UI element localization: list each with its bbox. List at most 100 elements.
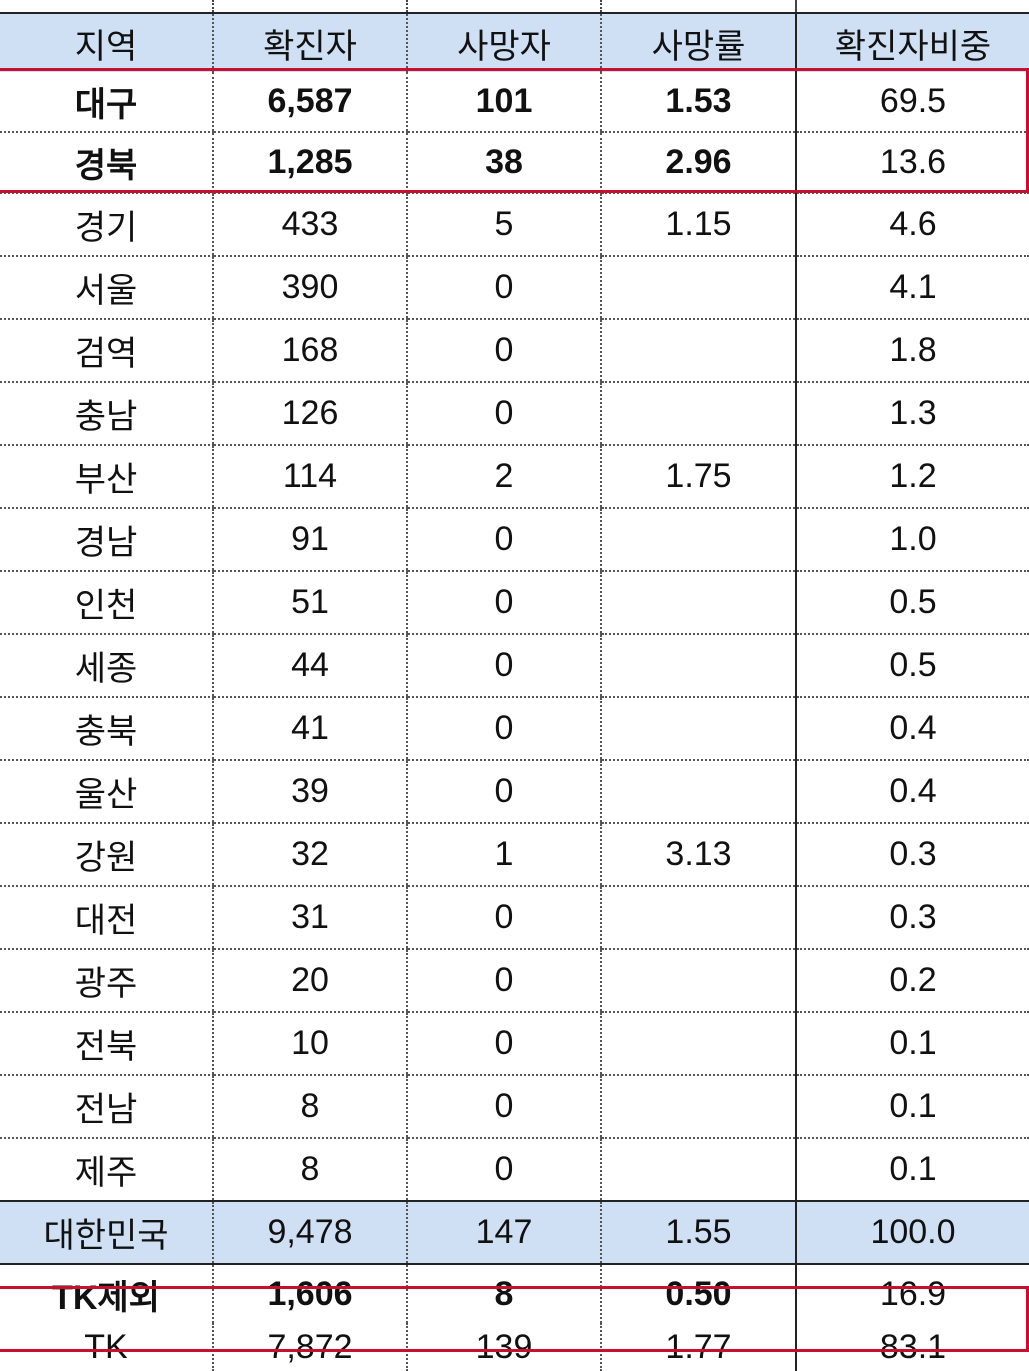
- table-cell: 1.53: [600, 72, 796, 133]
- top-gridline-stubs: [0, 0, 1029, 12]
- table-row: 경기 433 5 1.15 4.6: [0, 193, 1029, 257]
- table-cell: 114: [212, 445, 407, 509]
- table-cell: [600, 256, 796, 320]
- table-cell: 147: [406, 1200, 601, 1265]
- table-cell: 1.0: [795, 508, 1029, 572]
- table-row: 세종 44 0 0.5: [0, 634, 1029, 698]
- table-cell: 대구: [0, 72, 213, 133]
- table-cell: 검역: [0, 319, 213, 383]
- table-cell: 101: [406, 72, 601, 133]
- table-cell: 0.50: [600, 1264, 796, 1323]
- covid-region-table: 지역 확진자 사망자 사망률 확진자비중 대구 6,587 101 1.53 69.5 경북 1,28…: [0, 12, 1029, 1371]
- table-cell: 0: [406, 634, 601, 698]
- table-cell: 경남: [0, 508, 213, 572]
- table-cell: 32: [212, 823, 407, 887]
- table-cell: 83.1: [795, 1323, 1029, 1371]
- table-cell: 20: [212, 949, 407, 1013]
- table-cell: 8: [406, 1264, 601, 1323]
- table-cell: 제주: [0, 1138, 213, 1202]
- table-cell: 44: [212, 634, 407, 698]
- table-cell: 8: [212, 1138, 407, 1202]
- table-cell: 1: [406, 823, 601, 887]
- table-cell: 부산: [0, 445, 213, 509]
- tk-row: TK 7,872 139 1.77 83.1: [0, 1323, 1029, 1371]
- table-row: 충북 41 0 0.4: [0, 697, 1029, 761]
- table-row: 경남 91 0 1.0: [0, 508, 1029, 572]
- table-row: 서울 390 0 4.1: [0, 256, 1029, 320]
- table-cell: 13.6: [795, 132, 1029, 194]
- table-cell: 100.0: [795, 1200, 1029, 1265]
- table-cell: 41: [212, 697, 407, 761]
- table-cell: 1,606: [212, 1264, 407, 1323]
- table-cell: [600, 1012, 796, 1076]
- table-cell: 1.77: [600, 1323, 796, 1371]
- table-cell: 전북: [0, 1012, 213, 1076]
- table-cell: [600, 1075, 796, 1139]
- table-cell: 전남: [0, 1075, 213, 1139]
- table-cell: 69.5: [795, 72, 1029, 133]
- table-cell: 39: [212, 760, 407, 824]
- highlighted-row: 경북 1,285 38 2.96 13.6: [0, 132, 1029, 194]
- table-cell: 433: [212, 193, 407, 257]
- column-header: 확진자: [212, 12, 407, 72]
- table-cell: 7,872: [212, 1323, 407, 1371]
- table-row: 대전 31 0 0.3: [0, 886, 1029, 950]
- table-cell: 0: [406, 949, 601, 1013]
- table-cell: 0.3: [795, 886, 1029, 950]
- table-cell: 16.9: [795, 1264, 1029, 1323]
- table-cell: 0.4: [795, 760, 1029, 824]
- table-cell: 충북: [0, 697, 213, 761]
- table-cell: 2.96: [600, 132, 796, 194]
- table-cell: 0.5: [795, 634, 1029, 698]
- table-cell: 0: [406, 508, 601, 572]
- table-cell: [600, 1138, 796, 1202]
- table-cell: 8: [212, 1075, 407, 1139]
- table-cell: 126: [212, 382, 407, 446]
- table-cell: 31: [212, 886, 407, 950]
- table-cell: 경북: [0, 132, 213, 194]
- table-cell: 0: [406, 382, 601, 446]
- table-cell: [600, 697, 796, 761]
- table-cell: 91: [212, 508, 407, 572]
- table-cell: 충남: [0, 382, 213, 446]
- header-row: 지역 확진자 사망자 사망률 확진자비중: [0, 12, 1029, 72]
- table-cell: 인천: [0, 571, 213, 635]
- table-cell: 1.2: [795, 445, 1029, 509]
- highlighted-row: 대구 6,587 101 1.53 69.5: [0, 72, 1029, 133]
- table-cell: 울산: [0, 760, 213, 824]
- table-cell: 서울: [0, 256, 213, 320]
- table-cell: 139: [406, 1323, 601, 1371]
- table-row: 제주 8 0 0.1: [0, 1138, 1029, 1202]
- table-cell: 168: [212, 319, 407, 383]
- table-cell: 5: [406, 193, 601, 257]
- table-cell: 0.3: [795, 823, 1029, 887]
- table-cell: 경기: [0, 193, 213, 257]
- table-row: 강원 32 1 3.13 0.3: [0, 823, 1029, 887]
- table-cell: TK: [84, 1327, 128, 1366]
- table-cell: 0: [406, 760, 601, 824]
- table-cell: 10: [212, 1012, 407, 1076]
- table-cell: 0: [406, 256, 601, 320]
- table-cell: 세종: [0, 634, 213, 698]
- table-cell: 1.75: [600, 445, 796, 509]
- table-row: 충남 126 0 1.3: [0, 382, 1029, 446]
- table-cell: 광주: [0, 949, 213, 1013]
- table-cell: [600, 382, 796, 446]
- table-cell: 0.4: [795, 697, 1029, 761]
- table-cell: 390: [212, 256, 407, 320]
- table-cell: 0.1: [795, 1138, 1029, 1202]
- table-cell: 1,285: [212, 132, 407, 194]
- table-cell: 3.13: [600, 823, 796, 887]
- table-row: 울산 39 0 0.4: [0, 760, 1029, 824]
- table-cell: 대한민국: [0, 1200, 213, 1265]
- table-cell: 0.5: [795, 571, 1029, 635]
- table-cell: 1.8: [795, 319, 1029, 383]
- table-cell: 4.6: [795, 193, 1029, 257]
- table-cell: 강원: [0, 823, 213, 887]
- table-cell: TK제외: [52, 1278, 160, 1317]
- table-cell: 0.1: [795, 1075, 1029, 1139]
- table-cell: 1.55: [600, 1200, 796, 1265]
- table-cell: 0: [406, 571, 601, 635]
- table-cell: 0: [406, 886, 601, 950]
- table-row: 인천 51 0 0.5: [0, 571, 1029, 635]
